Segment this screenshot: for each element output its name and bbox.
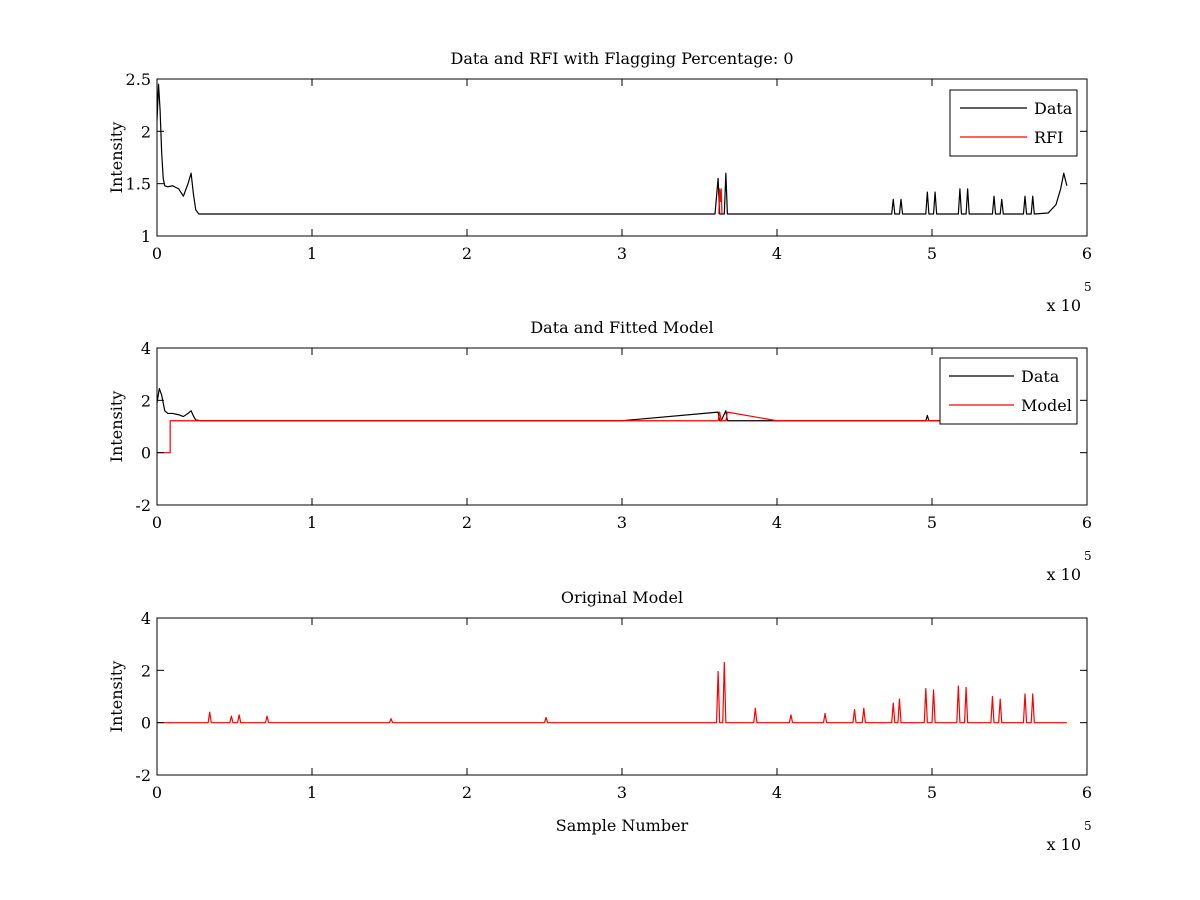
plot-area <box>157 348 1087 505</box>
chart-title: Data and Fitted Model <box>530 318 713 337</box>
x-tick-label: 5 <box>927 513 937 532</box>
plot-area <box>157 618 1087 775</box>
x-tick-label: 5 <box>927 783 937 802</box>
x-tick-label: 3 <box>617 244 627 263</box>
y-tick-label: 1 <box>141 227 151 246</box>
x-tick-label: 1 <box>307 244 317 263</box>
series-group <box>157 83 1068 215</box>
legend-label-model: Model <box>1021 396 1072 415</box>
y-tick-label: 2 <box>141 391 151 410</box>
legend: Data RFI <box>949 89 1078 157</box>
y-tick-label: 0 <box>141 444 151 463</box>
x-tick-label: 1 <box>307 513 317 532</box>
legend-label-rfi: RFI <box>1034 128 1063 147</box>
y-tick-label: 4 <box>141 339 151 358</box>
y-axis-label: Intensity <box>107 661 126 733</box>
series-line-rfi <box>718 188 723 215</box>
x-tick-label: 6 <box>1082 244 1092 263</box>
y-tick-label: -2 <box>135 766 151 785</box>
x-tick-label: 2 <box>462 244 472 263</box>
series-group <box>157 661 1067 724</box>
chart-title: Original Model <box>561 588 683 607</box>
y-tick-label: 2.5 <box>126 70 151 89</box>
x-tick-label: 1 <box>307 783 317 802</box>
y-tick-label: 1.5 <box>126 175 151 194</box>
legend-label-data: Data <box>1034 99 1073 118</box>
y-tick-label: 4 <box>141 609 151 628</box>
series-line-1 <box>157 661 1067 724</box>
x-tick-label: 2 <box>462 783 472 802</box>
x-tick-label: 4 <box>772 513 782 532</box>
x-tick-label: 4 <box>772 244 782 263</box>
x-multiplier-exponent: 5 <box>1084 549 1092 563</box>
legend-label-data: Data <box>1021 367 1060 386</box>
x-tick-label: 0 <box>152 244 162 263</box>
y-axis-label: Intensity <box>107 391 126 463</box>
x-multiplier-exponent: 5 <box>1084 819 1092 833</box>
x-multiplier-base: x 10 <box>1047 835 1081 854</box>
x-tick-label: 6 <box>1082 513 1092 532</box>
x-multiplier-base: x 10 <box>1047 296 1081 315</box>
y-tick-label: 2 <box>141 122 151 141</box>
chart-title: Data and RFI with Flagging Percentage: 0 <box>450 49 793 68</box>
legend: Data Model <box>939 357 1078 425</box>
plot-area <box>157 79 1087 236</box>
y-tick-label: -2 <box>135 496 151 515</box>
y-axis-label: Intensity <box>107 122 126 194</box>
y-tick-label: 2 <box>141 661 151 680</box>
x-axis-label: Sample Number <box>556 816 689 835</box>
x-tick-label: 3 <box>617 513 627 532</box>
series-line-model <box>157 411 1067 454</box>
legend-box <box>949 89 1078 157</box>
x-tick-label: 4 <box>772 783 782 802</box>
y-tick-label: 0 <box>141 714 151 733</box>
x-tick-label: 0 <box>152 513 162 532</box>
x-multiplier-exponent: 5 <box>1084 280 1092 294</box>
x-tick-label: 3 <box>617 783 627 802</box>
x-tick-label: 5 <box>927 244 937 263</box>
x-tick-label: 2 <box>462 513 472 532</box>
series-line-data <box>157 83 1068 215</box>
legend-box <box>939 357 1078 425</box>
x-multiplier-base: x 10 <box>1047 565 1081 584</box>
x-tick-label: 0 <box>152 783 162 802</box>
x-tick-label: 6 <box>1082 783 1092 802</box>
